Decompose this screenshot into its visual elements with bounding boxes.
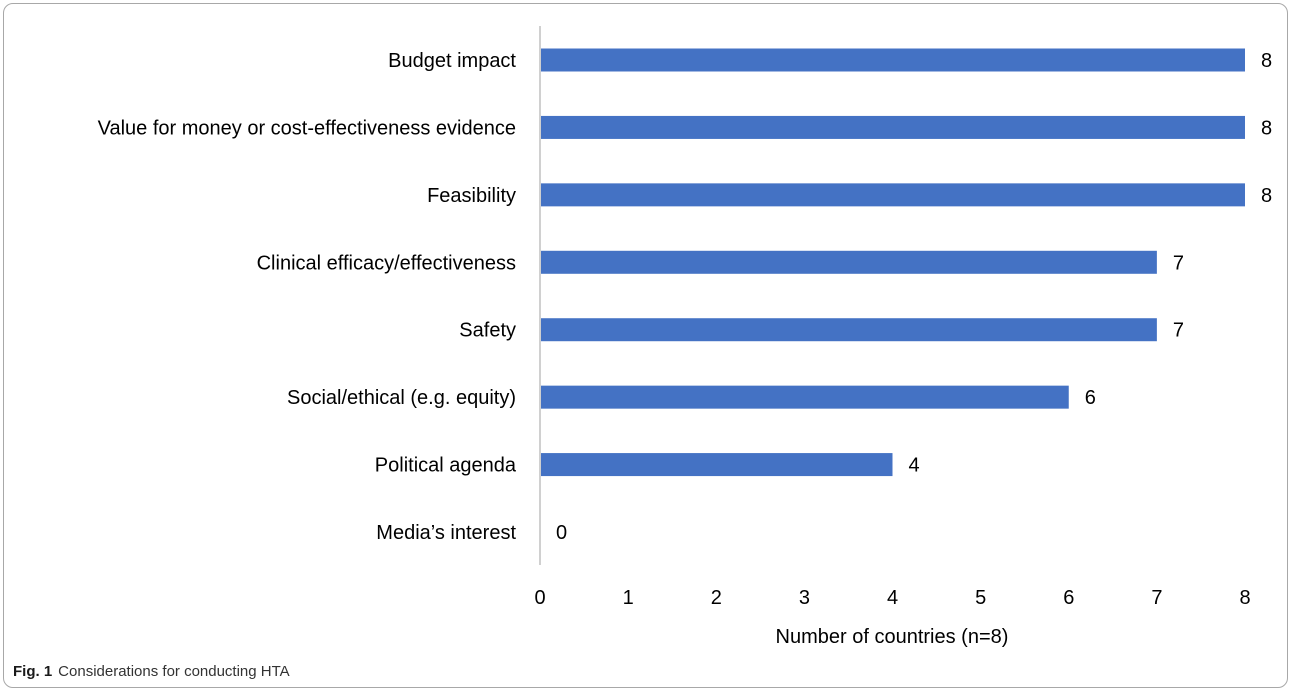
category-label: Safety [459,320,516,342]
bar [541,250,1157,274]
data-label: 0 [556,522,567,544]
bar [541,453,893,477]
figure-frame [3,3,1288,688]
category-label: Value for money or cost-effectiveness ev… [98,117,516,139]
bar [541,385,1069,409]
data-label: 7 [1173,252,1184,274]
data-label: 4 [909,455,920,477]
bar [541,48,1245,72]
x-tick-label: 8 [1239,587,1250,609]
category-label: Social/ethical (e.g. equity) [287,387,516,409]
x-axis-title: Number of countries (n=8) [776,626,1009,648]
caption-text: Considerations for conducting HTA [58,663,290,680]
x-tick-label: 2 [711,587,722,609]
x-tick-label: 4 [887,587,898,609]
bar [541,318,1157,342]
data-label: 8 [1261,50,1272,72]
category-label: Clinical efficacy/effectiveness [257,252,516,274]
x-tick-label: 0 [534,587,545,609]
plot-area: Budget impact 8 Value for money or cost-ef… [98,26,1272,609]
category-label: Budget impact [388,50,516,72]
data-label: 6 [1085,387,1096,409]
data-label: 8 [1261,117,1272,139]
category-label: Media’s interest [376,522,516,544]
bar-chart: Budget impact 8 Value for money or cost-ef… [98,26,1272,648]
x-tick-label: 7 [1151,587,1162,609]
category-label: Feasibility [427,185,516,207]
bar [541,115,1245,139]
category-label: Political agenda [375,455,517,477]
x-tick-label: 3 [799,587,810,609]
data-label: 7 [1173,320,1184,342]
data-label: 8 [1261,185,1272,207]
figure-caption: Fig. 1 Considerations for conducting HTA [13,663,290,680]
x-tick-label: 1 [623,587,634,609]
caption-label: Fig. 1 [13,663,53,680]
bar [541,183,1245,207]
x-tick-label: 5 [975,587,986,609]
x-tick-label: 6 [1063,587,1074,609]
